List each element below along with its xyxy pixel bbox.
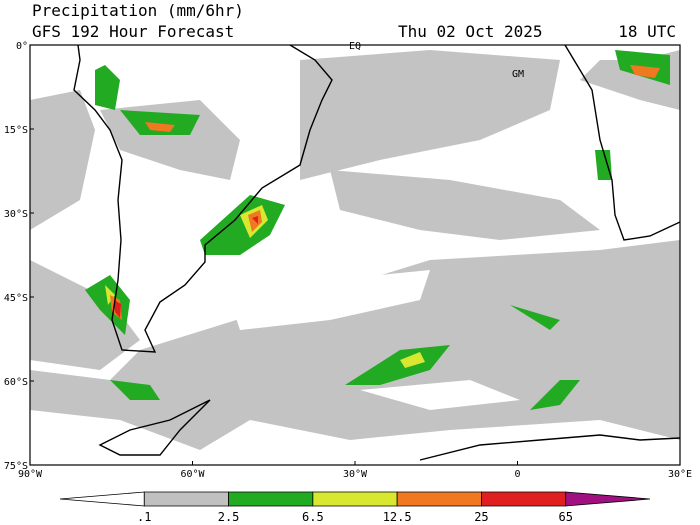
colorbar-label: 65 [558,510,572,524]
colorbar-segment [228,491,314,507]
subtitle: GFS 192 Hour Forecast [32,22,234,41]
longitude-label: 30°W [343,469,368,480]
equator-marker: EQ [349,41,361,52]
map-labels: 0° 15°S 30°S 45°S 60°S 75°S90°W 60°W 30°W 0 30°E E… [4,41,692,480]
map-area [29,44,681,466]
colorbar-label: 2.5 [218,510,240,524]
colorbar-segment [143,491,229,507]
longitude-label: 60°W [180,469,205,480]
colorbar-label: 6.5 [302,510,324,524]
valid-date: Thu 02 Oct 2025 [398,22,543,41]
colorbar-label: 12.5 [383,510,412,524]
latitude-label: 15°S [4,125,28,136]
colorbar-label: 25 [474,510,488,524]
coastline-africa [564,44,681,241]
coastline-antarctica [98,399,681,461]
latitude-label: 45°S [4,293,28,304]
colorbar-segment [565,491,651,507]
colorbar-label: .1 [137,510,151,524]
precip-light [30,50,680,450]
longitude-label: 30°E [668,469,692,480]
colorbar-segment [481,491,567,507]
title: Precipitation (mm/6hr) [32,1,244,20]
longitude-label: 90°W [18,469,43,480]
precip-gap [230,270,520,410]
longitude-label: 0 [514,469,520,480]
latitude-label: 75°S [4,461,28,472]
meridian-marker: GM [512,69,524,80]
colorbar-segment [312,491,398,507]
colorbar-segment [59,491,145,507]
coastline-south-america [73,44,333,353]
colorbar-segment [396,491,482,507]
colorbar: .1 2.5 6.5 12.5 25 65 [59,491,651,524]
latitude-label: 0° [16,41,28,52]
latitude-label: 30°S [4,209,28,220]
latitude-label: 60°S [4,377,28,388]
valid-time: 18 UTC [618,22,676,41]
